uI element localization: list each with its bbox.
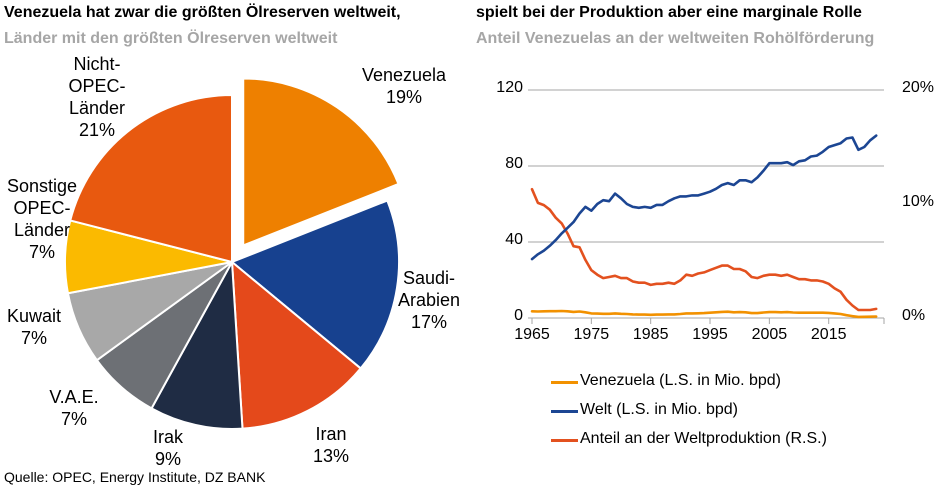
pie-label-venezuela: Venezuela 19%: [361, 65, 447, 107]
legend-label-0: Venezuela (L.S. in Mio. bpd): [580, 372, 782, 389]
right-axis-label-20: 20%: [902, 79, 935, 96]
right-axis-label-0: 0%: [902, 307, 926, 324]
right-panel-subtitle: Anteil Venezuelas an der weltweiten Rohö…: [476, 30, 875, 47]
oil-production-line-chart: [528, 89, 885, 324]
pie-slice-venezuela: [242, 77, 400, 247]
welt-line: [530, 134, 878, 261]
source-note: Quelle: OPEC, Energy Institute, DZ BANK: [4, 469, 266, 485]
anteil-line: [530, 187, 878, 312]
legend-swatch-2: [551, 439, 578, 442]
left-panel-subtitle: Länder mit den größten Ölreserven weltwe…: [4, 30, 338, 47]
right-panel-title: spielt bei der Produktion aber eine marg…: [476, 4, 862, 21]
pie-label-irak: Irak 9%: [152, 427, 183, 469]
left-axis-label-120: 120: [496, 79, 523, 96]
oil-reserves-pie-chart: [64, 77, 400, 430]
legend-label-1: Welt (L.S. in Mio. bpd): [580, 401, 738, 418]
pie-slice-nicht: [69, 94, 233, 263]
pie-label-iran: Iran 13%: [312, 424, 350, 466]
x-axis-label-1985: 1985: [632, 326, 669, 343]
venezuela-line: [530, 309, 878, 319]
legend-swatch-1: [551, 410, 578, 413]
right-axis-label-10: 10%: [902, 193, 935, 210]
x-axis-label-1995: 1995: [692, 326, 728, 343]
pie-label-sonstige: Sonstige OPEC- Länder 7%: [6, 176, 78, 262]
left-panel-title: Venezuela hat zwar die größten Ölreserve…: [4, 4, 401, 21]
left-axis-label-0: 0: [514, 307, 523, 324]
pie-slice-saudi: [231, 199, 400, 370]
x-axis-label-2005: 2005: [751, 326, 788, 343]
legend-label-2: Anteil an der Weltproduktion (R.S.): [580, 430, 827, 447]
pie-label-vae: V.A.E. 7%: [49, 387, 99, 429]
pie-label-kuwait: Kuwait 7%: [6, 306, 62, 348]
legend-swatch-0: [551, 381, 578, 384]
x-axis-label-1965: 1965: [514, 326, 550, 343]
x-axis-label-2015: 2015: [810, 326, 847, 343]
left-axis-label-40: 40: [505, 231, 523, 248]
pie-slice-iran: [231, 261, 362, 430]
pie-label-nicht: Nicht- OPEC- Länder 21%: [68, 54, 126, 140]
pie-label-saudi: Saudi- Arabien 17%: [397, 268, 461, 332]
left-axis-label-80: 80: [505, 155, 523, 172]
pie-slice-irak: [150, 261, 244, 430]
x-axis-label-1975: 1975: [573, 326, 610, 343]
